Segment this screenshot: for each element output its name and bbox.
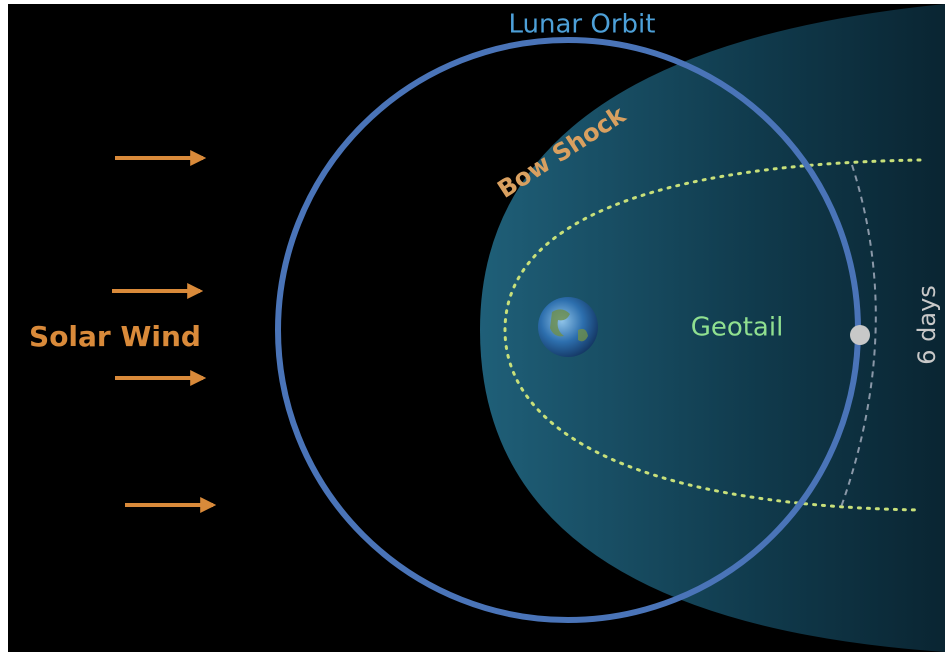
earth bbox=[538, 297, 598, 357]
diagram: Lunar Orbit Bow Shock Solar Wind Geotail… bbox=[0, 0, 951, 659]
geotail-label: Geotail bbox=[691, 313, 784, 343]
moon bbox=[850, 325, 870, 345]
page: Lunar Orbit Bow Shock Solar Wind Geotail… bbox=[0, 0, 951, 659]
duration-label: 6 days bbox=[913, 285, 941, 365]
solar-wind-label: Solar Wind bbox=[29, 320, 201, 353]
lunar-orbit-label: Lunar Orbit bbox=[509, 10, 656, 40]
